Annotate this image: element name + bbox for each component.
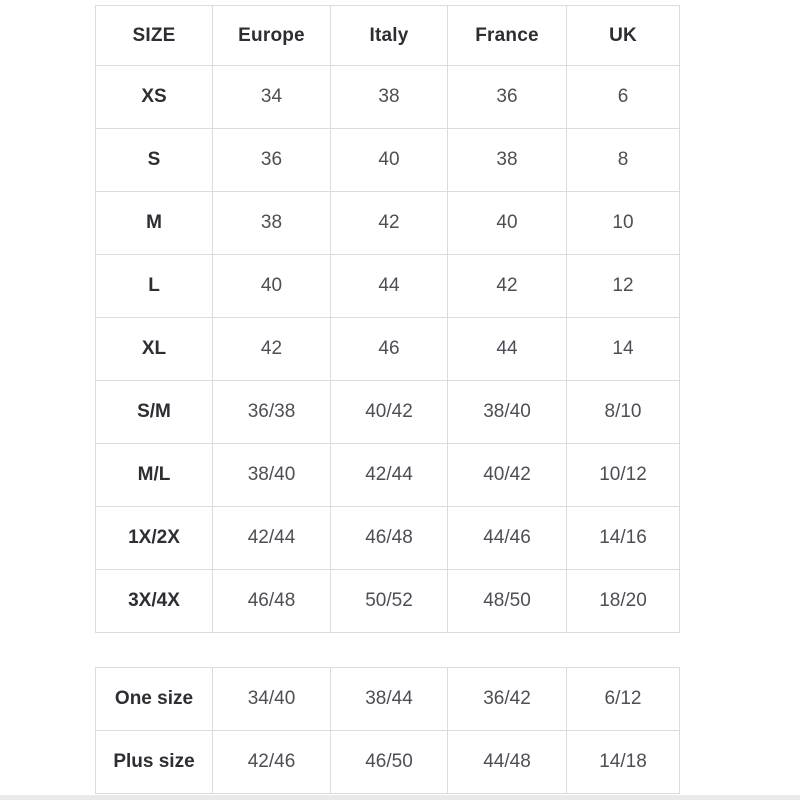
size-value-cell: 14 <box>566 317 680 381</box>
size-label-cell: 3X/4X <box>95 569 213 633</box>
header-row: SIZE Europe Italy France UK <box>95 5 680 66</box>
size-value-cell: 42/46 <box>212 730 331 794</box>
table-row: Plus size 42/46 46/50 44/48 14/18 <box>95 730 680 794</box>
table-row: S/M 36/38 40/42 38/40 8/10 <box>95 380 680 444</box>
size-value-cell: 14/16 <box>566 506 680 570</box>
column-header-france: France <box>447 5 567 66</box>
size-label-cell: S <box>95 128 213 192</box>
column-header-europe: Europe <box>212 5 331 66</box>
size-value-cell: 40 <box>447 191 567 255</box>
table-row: XL 42 46 44 14 <box>95 317 680 381</box>
size-value-cell: 44 <box>447 317 567 381</box>
size-conversion-table: SIZE Europe Italy France UK XS 34 38 36 6 S 36… <box>95 5 680 633</box>
size-value-cell: 46/48 <box>330 506 448 570</box>
size-value-cell: 8/10 <box>566 380 680 444</box>
size-value-cell: 38/40 <box>447 380 567 444</box>
size-label-cell: XL <box>95 317 213 381</box>
size-value-cell: 34 <box>212 65 331 129</box>
size-value-cell: 36 <box>447 65 567 129</box>
size-value-cell: 38 <box>330 65 448 129</box>
table-row: 1X/2X 42/44 46/48 44/46 14/16 <box>95 506 680 570</box>
size-value-cell: 38/40 <box>212 443 331 507</box>
size-value-cell: 46/50 <box>330 730 448 794</box>
size-value-cell: 36/42 <box>447 667 567 731</box>
size-value-cell: 36 <box>212 128 331 192</box>
table-row: M/L 38/40 42/44 40/42 10/12 <box>95 443 680 507</box>
size-value-cell: 10 <box>566 191 680 255</box>
size-label-cell: XS <box>95 65 213 129</box>
table-row: L 40 44 42 12 <box>95 254 680 318</box>
size-value-cell: 6/12 <box>566 667 680 731</box>
column-header-uk: UK <box>566 5 680 66</box>
size-label-cell: M <box>95 191 213 255</box>
size-value-cell: 50/52 <box>330 569 448 633</box>
size-value-cell: 42 <box>212 317 331 381</box>
size-label-cell: One size <box>95 667 213 731</box>
size-value-cell: 36/38 <box>212 380 331 444</box>
size-label-cell: S/M <box>95 380 213 444</box>
size-value-cell: 44/48 <box>447 730 567 794</box>
size-value-cell: 46/48 <box>212 569 331 633</box>
size-value-cell: 40/42 <box>330 380 448 444</box>
size-value-cell: 46 <box>330 317 448 381</box>
size-value-cell: 44/46 <box>447 506 567 570</box>
size-value-cell: 38/44 <box>330 667 448 731</box>
size-label-cell: 1X/2X <box>95 506 213 570</box>
size-value-cell: 10/12 <box>566 443 680 507</box>
size-table-body: XS 34 38 36 6 S 36 40 38 8 M 38 42 40 10 L 40 44 42 12 XL 42 4… <box>95 65 680 633</box>
size-value-cell: 38 <box>212 191 331 255</box>
size-value-cell: 42 <box>447 254 567 318</box>
size-value-cell: 8 <box>566 128 680 192</box>
table-row: 3X/4X 46/48 50/52 48/50 18/20 <box>95 569 680 633</box>
size-value-cell: 14/18 <box>566 730 680 794</box>
size-value-cell: 42/44 <box>330 443 448 507</box>
size-value-cell: 34/40 <box>212 667 331 731</box>
size-value-cell: 42 <box>330 191 448 255</box>
size-value-cell: 40/42 <box>447 443 567 507</box>
size-label-cell: Plus size <box>95 730 213 794</box>
size-value-cell: 44 <box>330 254 448 318</box>
extra-table-body: One size 34/40 38/44 36/42 6/12 Plus size 42/4… <box>95 667 680 794</box>
size-value-cell: 48/50 <box>447 569 567 633</box>
size-label-cell: M/L <box>95 443 213 507</box>
column-header-italy: Italy <box>330 5 448 66</box>
table-row: M 38 42 40 10 <box>95 191 680 255</box>
size-value-cell: 18/20 <box>566 569 680 633</box>
column-header-size: SIZE <box>95 5 213 66</box>
size-value-cell: 42/44 <box>212 506 331 570</box>
size-value-cell: 40 <box>330 128 448 192</box>
table-row: S 36 40 38 8 <box>95 128 680 192</box>
size-value-cell: 6 <box>566 65 680 129</box>
table-row: XS 34 38 36 6 <box>95 65 680 129</box>
size-value-cell: 40 <box>212 254 331 318</box>
size-value-cell: 12 <box>566 254 680 318</box>
size-value-cell: 38 <box>447 128 567 192</box>
bottom-divider-bar <box>0 795 800 800</box>
table-row: One size 34/40 38/44 36/42 6/12 <box>95 667 680 731</box>
size-label-cell: L <box>95 254 213 318</box>
one-size-plus-size-table: One size 34/40 38/44 36/42 6/12 Plus size 42/4… <box>95 667 680 794</box>
